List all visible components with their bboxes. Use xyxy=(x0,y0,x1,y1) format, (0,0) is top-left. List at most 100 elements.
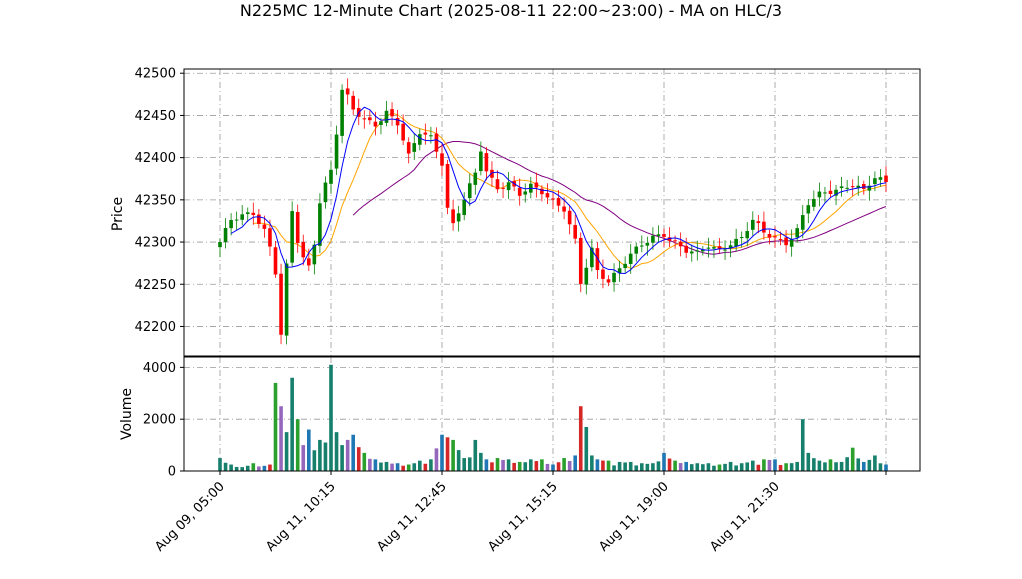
volume-bar xyxy=(873,455,877,471)
volume-y-tick-label: 2000 xyxy=(143,413,176,428)
volume-bar xyxy=(667,458,672,471)
volume-bars xyxy=(218,364,888,471)
candle-body xyxy=(839,186,844,189)
volume-bar xyxy=(595,459,600,471)
candle-body xyxy=(673,240,677,242)
x-tick-label: Aug 11, 19:00 xyxy=(596,479,672,555)
ma-slow-line-path xyxy=(352,141,887,255)
candle-body xyxy=(834,189,838,196)
candle-body xyxy=(229,220,233,229)
volume-bar xyxy=(329,364,333,471)
volume-bar xyxy=(612,465,616,471)
volume-bar xyxy=(745,462,750,471)
volume-bar xyxy=(301,445,306,471)
volume-bar xyxy=(856,458,861,471)
candle-body xyxy=(823,192,827,194)
candle-body xyxy=(506,182,511,191)
candle-body xyxy=(334,134,339,169)
candle-body xyxy=(406,142,411,154)
volume-bar xyxy=(756,464,761,471)
volume-bar xyxy=(223,462,228,471)
volume-y-ticks: 0 2000 4000 xyxy=(143,361,184,480)
volume-bar xyxy=(534,461,539,471)
volume-bar xyxy=(723,463,727,471)
volume-bar xyxy=(351,434,356,471)
candle-body xyxy=(473,172,478,185)
volume-bar xyxy=(312,450,317,471)
volume-bar xyxy=(245,465,250,471)
candle-body xyxy=(284,263,289,336)
candle-body xyxy=(462,199,467,215)
price-gridlines xyxy=(184,69,920,356)
candle-body xyxy=(440,153,444,166)
candle-body xyxy=(234,219,239,221)
candle-body xyxy=(451,209,455,224)
x-tick-label: Aug 11, 12:45 xyxy=(374,479,450,555)
candle-body xyxy=(767,233,772,238)
candle-body xyxy=(362,118,367,120)
candle-body xyxy=(412,143,417,152)
volume-bar xyxy=(473,439,478,471)
volume-bar xyxy=(340,445,344,471)
volume-bar xyxy=(451,439,455,471)
candle-body xyxy=(639,245,644,247)
candle-body xyxy=(395,117,400,126)
candle-body xyxy=(656,234,661,236)
volume-bar xyxy=(484,459,489,471)
candle-body xyxy=(789,239,794,247)
candle-body xyxy=(728,245,733,249)
candle-body xyxy=(523,191,528,195)
candle-body xyxy=(351,95,356,110)
candle-body xyxy=(590,247,594,268)
candle-body xyxy=(784,237,788,246)
volume-bar xyxy=(362,452,367,471)
candle-body xyxy=(606,279,611,283)
candle-body xyxy=(257,214,261,224)
candle-body xyxy=(273,247,278,275)
candle-body xyxy=(340,89,344,136)
volume-bar xyxy=(501,459,505,471)
volume-y-tick-label: 0 xyxy=(168,465,176,480)
volume-bar xyxy=(384,461,389,471)
volume-bar xyxy=(234,466,239,471)
candle-body xyxy=(750,219,755,230)
candle-body xyxy=(434,133,439,152)
candle-body xyxy=(884,175,888,183)
candle-body xyxy=(800,215,805,230)
candle-body xyxy=(706,247,711,249)
candle-body xyxy=(490,169,494,178)
volume-bar xyxy=(784,463,788,471)
candle-body xyxy=(540,188,544,195)
candle-body xyxy=(545,193,550,198)
candle-body xyxy=(218,242,222,248)
volume-bar xyxy=(834,462,838,471)
volume-bar xyxy=(462,458,467,471)
candle-body xyxy=(678,241,683,247)
candle-body xyxy=(667,237,672,241)
volume-bar xyxy=(795,461,800,471)
candle-body xyxy=(556,198,561,206)
volume-bar xyxy=(523,462,528,471)
volume-bar xyxy=(506,459,511,471)
price-y-tick-label: 42350 xyxy=(135,193,176,208)
candle-body xyxy=(689,251,694,254)
volume-bar xyxy=(662,452,666,471)
volume-bar xyxy=(229,464,233,471)
volume-bar xyxy=(806,452,811,471)
volume-bar xyxy=(412,463,417,471)
volume-bar xyxy=(490,462,494,471)
volume-bar xyxy=(456,450,461,471)
volume-bar xyxy=(628,461,633,471)
volume-bar xyxy=(495,458,500,471)
volume-bar xyxy=(606,460,611,471)
x-ticks: Aug 09, 05:00 Aug 11, 10:15 Aug 11, 12:45 A… xyxy=(152,471,887,555)
candle-body xyxy=(268,228,272,247)
volume-bar xyxy=(295,419,300,471)
price-y-tick-label: 42250 xyxy=(135,278,176,293)
volume-bar xyxy=(839,461,844,471)
volume-bar xyxy=(800,419,805,471)
volume-bar xyxy=(656,461,661,471)
candle-body xyxy=(329,169,333,184)
volume-bar xyxy=(623,462,627,471)
